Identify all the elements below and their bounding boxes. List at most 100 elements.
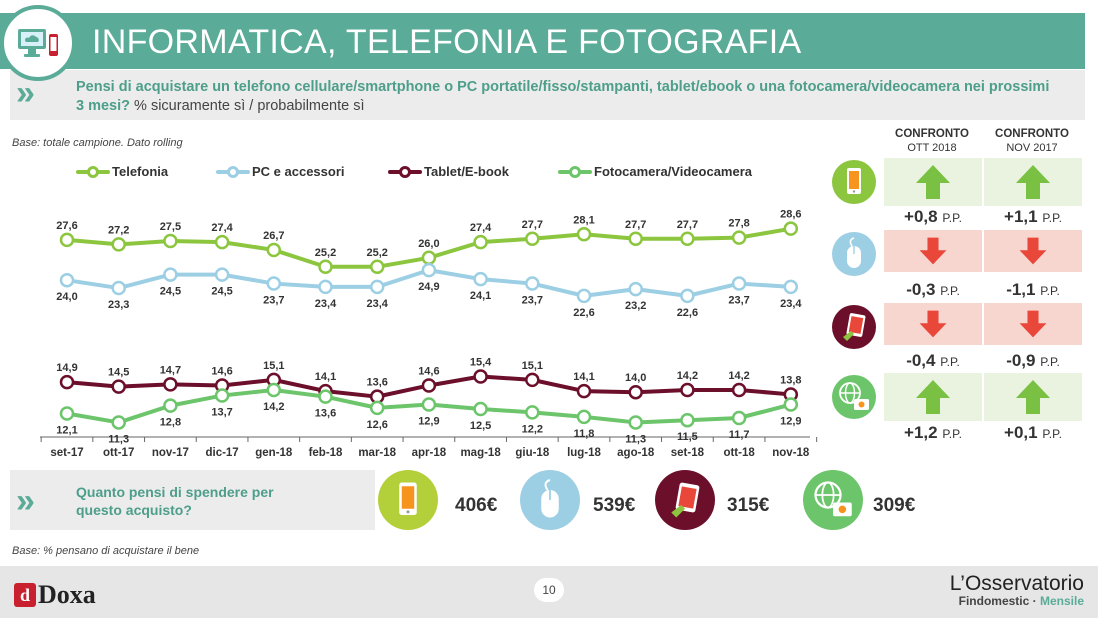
data-label-foto: 11,3 (108, 433, 129, 445)
data-point-pc (680, 288, 695, 304)
legend-item-pc: PC e accessori (216, 164, 345, 179)
data-label-tablet: 14,6 (211, 365, 232, 377)
data-point-pc (318, 279, 333, 295)
data-point-telefonia (163, 233, 178, 249)
data-point-telefonia (525, 231, 540, 247)
x-tick-label: ago-18 (617, 447, 655, 459)
data-label-tablet: 14,2 (728, 370, 749, 382)
data-label-pc: 22,6 (573, 307, 594, 319)
data-label-telefonia: 27,5 (160, 221, 181, 233)
data-label-tablet: 15,1 (263, 360, 284, 372)
x-tick-label: mar-18 (358, 447, 396, 459)
x-tick-label: set-17 (50, 447, 83, 459)
data-label-telefonia: 27,2 (108, 224, 129, 236)
data-label-foto: 12,9 (418, 416, 439, 428)
up-arrow-icon (984, 373, 1082, 421)
data-point-foto (163, 398, 178, 413)
data-label-pc: 23,3 (108, 299, 129, 311)
data-point-foto (214, 388, 230, 403)
data-point-foto (628, 415, 643, 430)
data-point-foto (680, 412, 695, 428)
change-value: -0,4 P.P. (906, 351, 960, 370)
down-arrow-icon (884, 303, 982, 345)
data-label-telefonia: 27,4 (211, 222, 233, 234)
doxa-mark-icon: d (14, 583, 36, 607)
data-point-pc (783, 279, 799, 295)
data-label-tablet: 15,4 (470, 357, 492, 369)
data-point-tablet (473, 369, 488, 384)
data-point-foto (59, 406, 75, 421)
chevrons-icon: » (16, 482, 35, 520)
data-label-tablet: 14,5 (108, 367, 129, 379)
data-point-telefonia (783, 221, 799, 236)
data-label-foto: 11,3 (625, 433, 646, 445)
change-value: +1,2 P.P. (904, 423, 962, 442)
data-label-tablet: 14,0 (625, 372, 646, 384)
data-label-telefonia: 28,6 (780, 209, 801, 221)
data-label-pc: 23,4 (780, 298, 802, 310)
data-label-foto: 14,2 (263, 401, 284, 413)
data-label-tablet: 14,6 (418, 365, 439, 377)
data-label-foto: 12,2 (522, 423, 543, 435)
spend-value: 539€ (593, 495, 636, 516)
data-point-pc (111, 280, 126, 296)
data-label-foto: 13,7 (211, 407, 232, 419)
base-note-bottom: Base: % pensano di acquistare il bene (12, 545, 200, 557)
computer-phone-icon (18, 29, 58, 57)
data-point-foto (318, 389, 333, 404)
data-point-foto (576, 409, 592, 425)
data-label-pc: 22,6 (677, 307, 698, 319)
data-label-foto: 12,1 (56, 424, 77, 436)
title-band (0, 13, 1085, 69)
data-label-telefonia: 27,6 (56, 220, 77, 232)
change-value: -1,1 P.P. (1006, 280, 1060, 299)
spend-question: Quanto pensi di spendere per questo acqu… (76, 484, 274, 518)
data-label-telefonia: 26,0 (418, 238, 439, 250)
data-point-pc (628, 281, 643, 297)
x-tick-label: giu-18 (515, 447, 549, 459)
data-label-pc: 23,7 (728, 295, 749, 307)
data-label-tablet: 14,1 (573, 371, 594, 383)
data-label-pc: 24,5 (160, 286, 181, 298)
category-logo (0, 5, 76, 81)
data-label-foto: 12,9 (780, 416, 801, 428)
data-point-telefonia (59, 232, 75, 248)
data-point-tablet (680, 382, 695, 398)
x-tick-label: ott-18 (723, 447, 755, 459)
x-tick-label: nov-17 (152, 447, 189, 459)
mouse-icon (520, 470, 580, 530)
data-point-tablet (163, 377, 178, 392)
data-point-telefonia (576, 227, 592, 242)
data-label-pc: 23,7 (522, 295, 543, 307)
data-point-pc (214, 267, 230, 282)
data-label-telefonia: 27,8 (728, 218, 749, 230)
data-label-pc: 23,7 (263, 295, 284, 307)
data-point-foto (731, 410, 747, 426)
doxa-logo: d Doxa (14, 580, 96, 610)
data-point-tablet (576, 383, 592, 399)
data-point-tablet (525, 372, 540, 388)
data-point-telefonia (214, 234, 230, 250)
tablet-icon (655, 470, 715, 530)
base-note-top: Base: totale campione. Dato rolling (12, 137, 183, 149)
data-point-pc (576, 288, 592, 304)
data-point-pc (421, 262, 437, 278)
x-tick-label: nov-18 (772, 447, 810, 459)
question-text: Pensi di acquistare un telefono cellular… (76, 79, 1050, 114)
globe-camera-icon (803, 470, 863, 530)
x-tick-label: apr-18 (412, 447, 447, 459)
data-point-telefonia (731, 230, 747, 245)
data-label-pc: 23,2 (625, 300, 646, 312)
data-label-tablet: 14,2 (677, 370, 698, 382)
down-arrow-icon (984, 303, 1082, 345)
globe-camera-icon (832, 375, 876, 419)
change-value: -0,9 P.P. (1006, 351, 1060, 370)
x-tick-label: set-18 (671, 447, 705, 459)
comparison-header-1: CONFRONTO OTT 2018 (895, 128, 969, 154)
observatory-title: L’Osservatorio (949, 572, 1084, 595)
data-label-pc: 24,0 (56, 291, 77, 303)
data-point-telefonia (111, 237, 126, 252)
data-point-pc (59, 272, 75, 288)
data-point-pc (473, 271, 488, 287)
down-arrow-icon (984, 230, 1082, 272)
